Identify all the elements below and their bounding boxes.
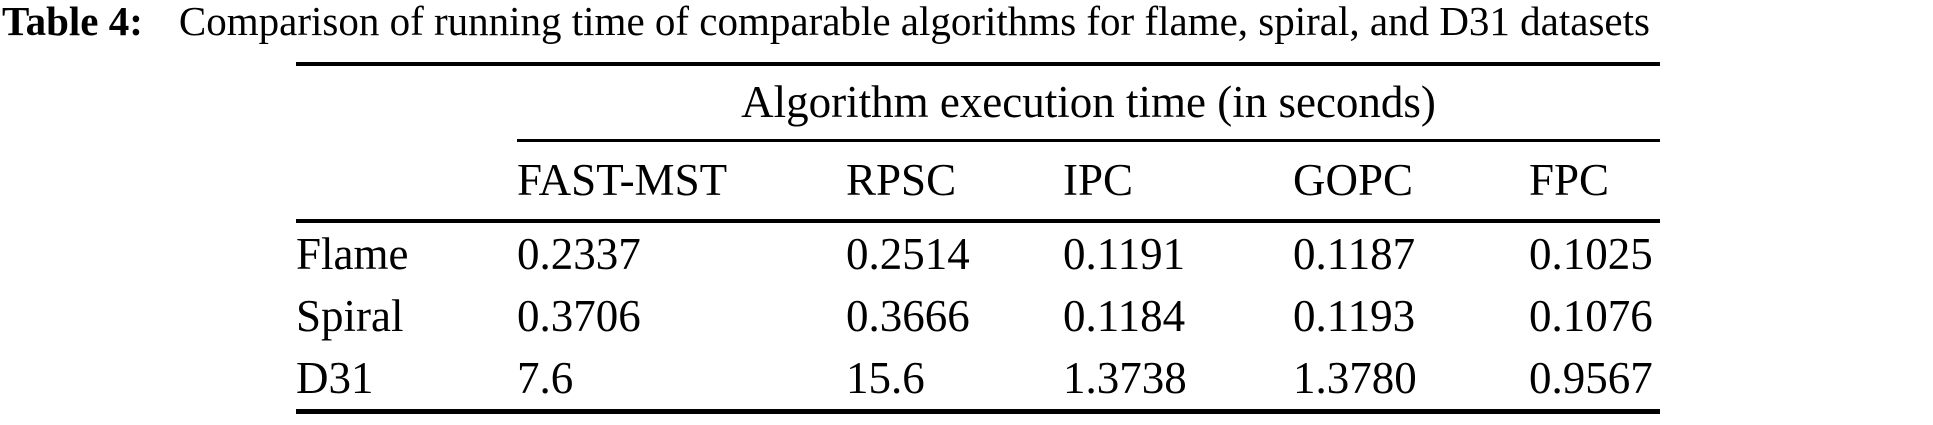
table-cell: 1.3780	[1293, 353, 1417, 403]
corner-cell	[296, 142, 517, 219]
table-cell: 0.1025	[1529, 229, 1653, 279]
table-caption-label: Table 4:	[2, 0, 143, 44]
table-cell: 0.1076	[1529, 291, 1653, 341]
column-header-fast-mst: FAST-MST	[517, 155, 728, 205]
column-header-row: FAST-MST RPSC IPC GOPC FPC	[296, 142, 1660, 219]
table-row-d31: D31 7.6 15.6 1.3738 1.3780 0.9567	[296, 347, 1660, 409]
row-label-spiral: Spiral	[296, 291, 404, 341]
column-header-rpsc: RPSC	[846, 155, 957, 205]
table-top-rule	[296, 62, 1660, 66]
table-cell: 0.2337	[517, 229, 641, 279]
span-header-row: Algorithm execution time (in seconds)	[296, 66, 1660, 139]
table-cell: 0.1184	[1063, 291, 1186, 341]
span-header-rule	[517, 139, 1660, 142]
header-bottom-rule	[296, 219, 1660, 223]
column-header-gopc: GOPC	[1293, 155, 1414, 205]
table-cell: 15.6	[846, 353, 925, 403]
table-caption-text: Comparison of running time of comparable…	[178, 0, 1650, 44]
table-cell: 0.1193	[1293, 291, 1416, 341]
table-cell: 0.1187	[1293, 229, 1416, 279]
table-caption: Table 4: Comparison of running time of co…	[2, 0, 1650, 45]
column-header-ipc: IPC	[1063, 155, 1134, 205]
table-cell: 0.3666	[846, 291, 970, 341]
span-header: Algorithm execution time (in seconds)	[741, 77, 1436, 127]
table-cell: 0.3706	[517, 291, 641, 341]
span-header-spacer	[296, 66, 517, 139]
table-cell: 0.2514	[846, 229, 970, 279]
running-time-table: Algorithm execution time (in seconds) FA…	[296, 62, 1660, 414]
table-cell: 0.1191	[1063, 229, 1186, 279]
table-row-flame: Flame 0.2337 0.2514 0.1191 0.1187 0.1025	[296, 223, 1660, 285]
table-row-spiral: Spiral 0.3706 0.3666 0.1184 0.1193 0.107…	[296, 285, 1660, 347]
column-header-fpc: FPC	[1529, 155, 1610, 205]
table-cell: 0.9567	[1529, 353, 1653, 403]
row-label-d31: D31	[296, 353, 374, 403]
table-cell: 1.3738	[1063, 353, 1187, 403]
table-cell: 7.6	[517, 353, 574, 403]
table-bottom-rule	[296, 409, 1660, 414]
row-label-flame: Flame	[296, 229, 409, 279]
